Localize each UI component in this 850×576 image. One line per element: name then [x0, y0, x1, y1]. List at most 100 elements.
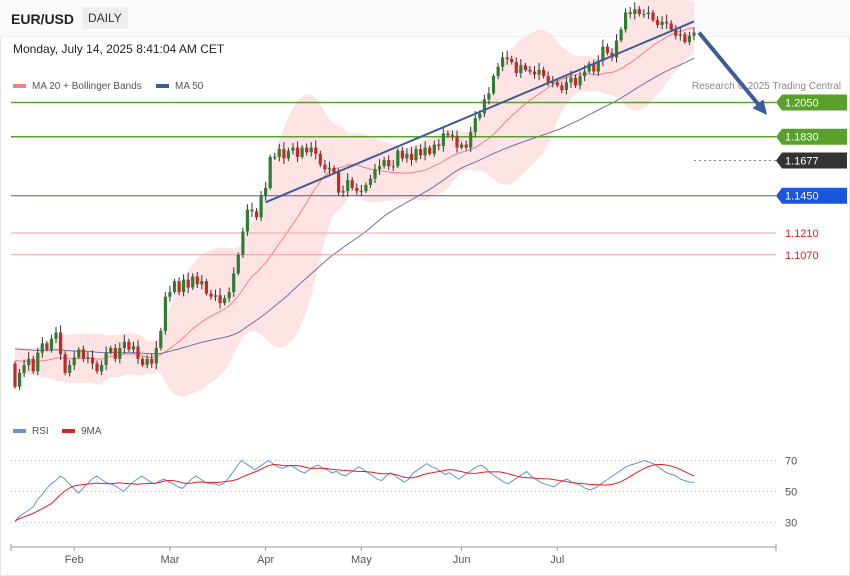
candle-down — [141, 358, 145, 366]
candle-up — [441, 133, 445, 146]
candle-up — [145, 358, 149, 366]
candle-down — [505, 57, 509, 60]
candle-up — [227, 292, 231, 299]
pivot-label-box — [776, 187, 847, 204]
x-axis-label: Mar — [160, 554, 179, 566]
candle-down — [464, 144, 468, 148]
candle-down — [282, 149, 286, 159]
candle-up — [473, 118, 477, 133]
candle-down — [332, 167, 336, 173]
candle-up — [54, 332, 58, 339]
candle-down — [295, 147, 300, 157]
rsi-level-label: 70 — [785, 456, 797, 468]
resistance-level-label: 1.2050 — [785, 98, 819, 110]
candle-down — [204, 281, 208, 294]
candle-down — [305, 147, 309, 153]
candle-up — [596, 60, 600, 72]
candle-down — [674, 29, 678, 36]
candle-down — [428, 147, 432, 154]
legend-rsi: RSI — [13, 426, 49, 437]
candle-up — [277, 149, 281, 157]
last-price-label-box — [776, 152, 847, 169]
candle-up — [359, 191, 363, 193]
candle-down — [59, 332, 63, 355]
candle-up — [537, 69, 541, 75]
candle-up — [491, 76, 496, 94]
candle-up — [122, 341, 126, 348]
candle-up — [583, 71, 587, 77]
candle-up — [191, 276, 195, 288]
rsi-level-label: 30 — [785, 518, 797, 530]
candle-up — [678, 34, 682, 36]
candle-down — [218, 295, 222, 303]
candle-down — [45, 343, 49, 350]
candle-up — [68, 365, 72, 373]
candle-down — [31, 358, 35, 372]
legend-rsi-label: RSI — [32, 426, 49, 437]
pivot-level-label: 1.1450 — [785, 191, 819, 203]
legend-ma50: MA 50 — [156, 81, 203, 92]
projection-arrow-shaft — [697, 31, 764, 111]
candle-down — [455, 136, 459, 148]
candle-up — [213, 295, 218, 297]
candle-up — [382, 160, 386, 167]
candle-down — [669, 23, 673, 30]
candle-down — [177, 281, 181, 293]
candle-up — [432, 144, 436, 154]
legend-ma20: MA 20 + Bollinger Bands — [13, 81, 142, 92]
candle-down — [127, 341, 131, 350]
ma20-swatch-icon — [13, 84, 26, 89]
candle-down — [510, 59, 514, 63]
candle-down — [90, 357, 95, 364]
candle-down — [665, 21, 669, 24]
candle-down — [136, 346, 140, 359]
candle-up — [27, 358, 31, 366]
ma50-line — [14, 57, 695, 355]
legend-ma20-label: MA 20 + Bollinger Bands — [32, 81, 142, 92]
rsi-swatch-icon — [13, 429, 26, 434]
rsi-line — [14, 459, 694, 522]
legend-ma9-label: 9MA — [81, 426, 102, 437]
copyright-notice: Research © 2025 Trading Central — [691, 81, 841, 92]
candle-down — [651, 12, 655, 21]
candle-up — [241, 231, 245, 255]
candle-up — [564, 82, 568, 91]
candle-up — [660, 21, 664, 25]
candle-up — [501, 57, 505, 67]
candle-up — [414, 149, 418, 160]
bollinger-band — [15, 0, 694, 398]
rsi-ma9-line — [14, 464, 695, 522]
candle-down — [560, 85, 564, 91]
candle-up — [482, 99, 486, 114]
candle-up — [86, 357, 90, 359]
candle-up — [614, 40, 619, 58]
candle-up — [341, 191, 345, 193]
candle-up — [223, 298, 227, 303]
candle-up — [496, 66, 500, 77]
candle-up — [368, 178, 373, 185]
candle-up — [478, 113, 482, 119]
candle-down — [419, 149, 423, 156]
candle-up — [551, 82, 555, 84]
candle-down — [409, 153, 414, 160]
candle-up — [624, 12, 628, 30]
candle-down — [209, 293, 213, 297]
candle-up — [163, 296, 167, 331]
candle-down — [95, 363, 99, 372]
candle-down — [683, 34, 687, 42]
candle-down — [186, 279, 190, 288]
candle-up — [273, 156, 277, 158]
candle-up — [692, 32, 696, 36]
candle-down — [13, 363, 17, 387]
candle-up — [77, 349, 81, 358]
candle-down — [323, 164, 327, 170]
timeframe-button[interactable]: DAILY — [82, 7, 128, 29]
candle-up — [159, 330, 163, 348]
candle-down — [528, 69, 532, 72]
candle-down — [532, 71, 537, 75]
support-level-label: 1.1210 — [785, 228, 819, 240]
candle-up — [519, 65, 523, 74]
candle-up — [396, 150, 400, 167]
candle-up — [405, 153, 409, 159]
